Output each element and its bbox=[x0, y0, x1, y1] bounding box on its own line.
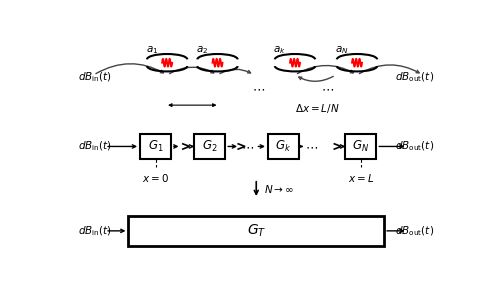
Text: $\cdots$: $\cdots$ bbox=[322, 82, 334, 95]
Bar bbox=[346, 134, 376, 159]
Text: $dB_{\mathrm{out}}(t)$: $dB_{\mathrm{out}}(t)$ bbox=[396, 224, 434, 238]
Text: $a_N$: $a_N$ bbox=[335, 44, 348, 56]
Text: $dB_{\mathrm{in}}(t)$: $dB_{\mathrm{in}}(t)$ bbox=[78, 70, 112, 84]
Bar bbox=[268, 134, 299, 159]
Text: $N \to \infty$: $N \to \infty$ bbox=[264, 183, 294, 195]
Text: $dB_{\mathrm{out}}(t)$: $dB_{\mathrm{out}}(t)$ bbox=[396, 70, 434, 84]
Bar bbox=[140, 134, 171, 159]
Text: $G_2$: $G_2$ bbox=[202, 139, 218, 154]
FancyArrowPatch shape bbox=[170, 67, 214, 74]
Text: $G_T$: $G_T$ bbox=[246, 223, 266, 239]
Bar bbox=[128, 216, 384, 246]
FancyArrowPatch shape bbox=[360, 65, 419, 74]
Text: $x = 0$: $x = 0$ bbox=[142, 172, 169, 184]
Bar bbox=[194, 134, 225, 159]
Text: $\Delta x = L/N$: $\Delta x = L/N$ bbox=[295, 102, 340, 115]
Text: $dB_{\mathrm{out}}(t)$: $dB_{\mathrm{out}}(t)$ bbox=[396, 140, 434, 153]
FancyArrowPatch shape bbox=[299, 76, 334, 81]
Text: $\cdots$: $\cdots$ bbox=[252, 82, 264, 95]
Text: $a_1$: $a_1$ bbox=[146, 44, 158, 56]
FancyArrowPatch shape bbox=[96, 64, 164, 74]
Text: $\cdots$: $\cdots$ bbox=[304, 140, 318, 153]
Text: $x = L$: $x = L$ bbox=[348, 172, 374, 184]
Text: $dB_{\mathrm{in}}(t)$: $dB_{\mathrm{in}}(t)$ bbox=[78, 224, 112, 238]
Text: $dB_{\mathrm{in}}(t)$: $dB_{\mathrm{in}}(t)$ bbox=[78, 140, 112, 153]
Text: $G_1$: $G_1$ bbox=[148, 139, 164, 154]
FancyArrowPatch shape bbox=[220, 69, 250, 74]
FancyArrowPatch shape bbox=[298, 66, 353, 74]
Text: $a_2$: $a_2$ bbox=[196, 44, 208, 56]
Text: $G_N$: $G_N$ bbox=[352, 139, 370, 154]
Text: $\cdots$: $\cdots$ bbox=[241, 140, 254, 153]
Text: $a_k$: $a_k$ bbox=[274, 44, 286, 56]
Text: $G_k$: $G_k$ bbox=[276, 139, 291, 154]
